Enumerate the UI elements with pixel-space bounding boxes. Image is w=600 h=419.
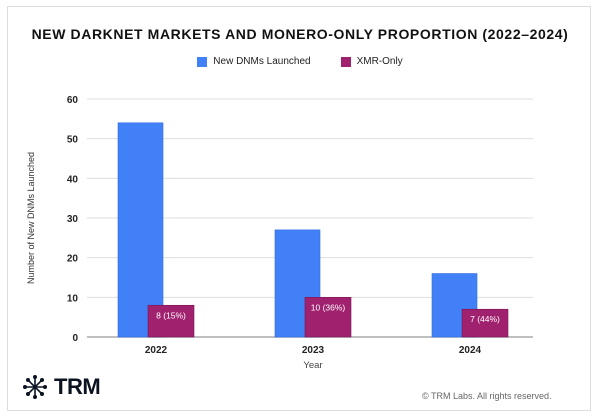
bar-xmr-only	[461, 308, 509, 338]
copyright: © TRM Labs. All rights reserved.	[422, 391, 552, 401]
legend-swatch	[197, 56, 208, 67]
y-tick-label: 20	[67, 254, 79, 265]
bar-xmr-only	[304, 297, 352, 338]
chart-title: NEW DARKNET MARKETS AND MONERO-ONLY PROP…	[31, 26, 569, 42]
y-tick-label: 50	[67, 135, 79, 146]
data-label: 10 (36%)	[311, 302, 346, 312]
legend-label: New DNMs Launched	[213, 56, 311, 67]
bar-xmr-only	[147, 304, 195, 338]
y-tick-label: 40	[67, 174, 79, 185]
trm-logo: TRM	[22, 374, 101, 400]
chart-frame	[7, 6, 591, 411]
x-axis-label: Year	[303, 360, 322, 371]
bar-new-dnms	[117, 122, 164, 338]
legend-item-xmr-only: XMR-Only	[340, 56, 403, 67]
y-tick-label: 10	[67, 293, 79, 304]
data-label: 7 (44%)	[470, 314, 500, 324]
y-tick-label: 60	[67, 95, 79, 106]
y-axis-label: Number of New DNMs Launched	[26, 152, 36, 284]
data-label: 8 (15%)	[156, 310, 186, 320]
legend-label: XMR-Only	[356, 56, 403, 67]
legend-swatch	[340, 56, 351, 67]
legend-item-new-dnms: New DNMs Launched	[197, 56, 311, 67]
trm-logo-icon	[23, 375, 47, 399]
legend: New DNMs Launched XMR-Only	[0, 56, 600, 67]
y-tick-label: 30	[67, 214, 79, 225]
logo-text: TRM	[54, 374, 101, 399]
x-tick-label: 2022	[145, 345, 168, 356]
x-tick-label: 2024	[459, 345, 482, 356]
x-tick-label: 2023	[302, 345, 325, 356]
y-tick-label: 0	[72, 333, 78, 344]
